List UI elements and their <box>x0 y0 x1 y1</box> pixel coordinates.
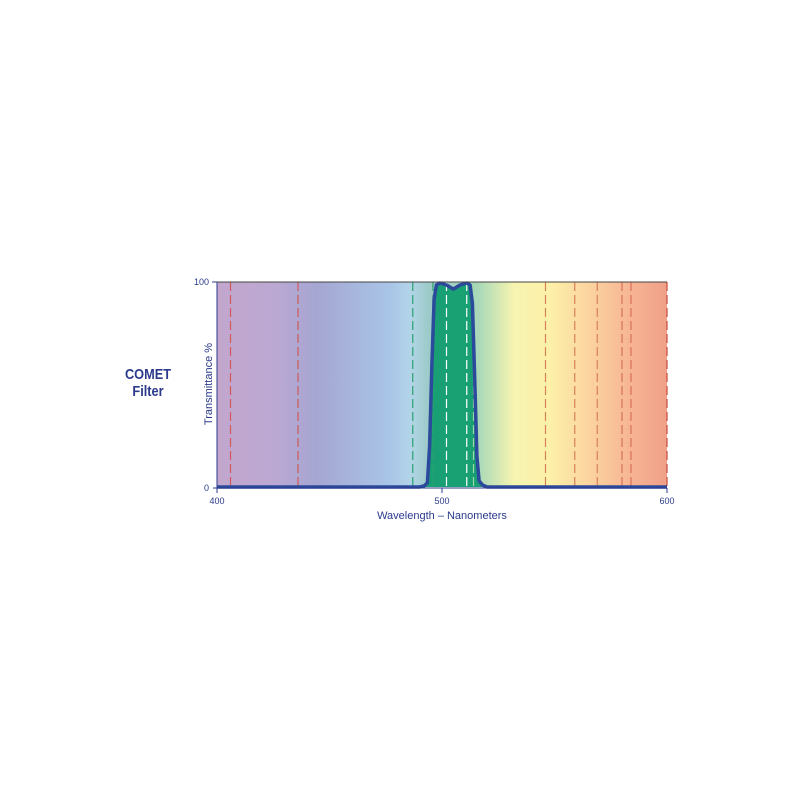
x-axis-label: Wavelength – Nanometers <box>377 510 507 522</box>
y-tick-label-0: 0 <box>204 483 209 493</box>
transmittance-curve <box>217 281 667 489</box>
x-tick-label-400: 400 <box>209 496 224 506</box>
x-tick-label-500: 500 <box>434 496 449 506</box>
title-line-2: Filter <box>132 383 164 400</box>
title-line-1: COMET <box>124 366 172 383</box>
transmittance-area <box>217 283 667 487</box>
y-axis-label: Transmittance % <box>203 343 215 425</box>
x-tick-label-600: 600 <box>659 496 674 506</box>
chart-title: COMET Filter <box>124 366 172 400</box>
y-tick-label-100: 100 <box>194 277 209 287</box>
